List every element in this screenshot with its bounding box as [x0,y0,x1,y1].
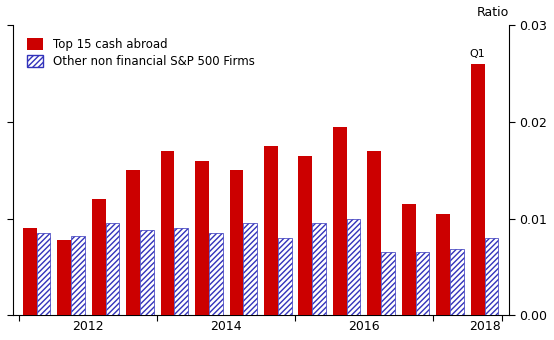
Text: Ratio: Ratio [476,6,509,19]
Text: Q1: Q1 [470,49,485,59]
Bar [175,228,188,315]
Bar [126,170,140,315]
Bar [161,151,175,315]
Bar [299,156,312,315]
Bar [381,252,395,315]
Bar [140,230,154,315]
Bar [229,170,243,315]
Bar [278,238,291,315]
Bar [416,252,429,315]
Bar [312,223,326,315]
Bar [71,236,85,315]
Bar [333,127,347,315]
Bar [485,238,498,315]
Bar [243,223,257,315]
Bar [367,151,381,315]
Bar [195,160,209,315]
Bar [264,146,278,315]
Bar [402,204,416,315]
Bar [347,219,361,315]
Bar [209,233,223,315]
Bar [105,223,119,315]
Bar [437,214,450,315]
Bar [92,199,105,315]
Legend: Top 15 cash abroad, Other non financial S&P 500 Firms: Top 15 cash abroad, Other non financial … [23,34,258,72]
Bar [471,64,485,315]
Bar [37,233,50,315]
Bar [57,240,71,315]
Bar [450,250,464,315]
Bar [23,228,37,315]
